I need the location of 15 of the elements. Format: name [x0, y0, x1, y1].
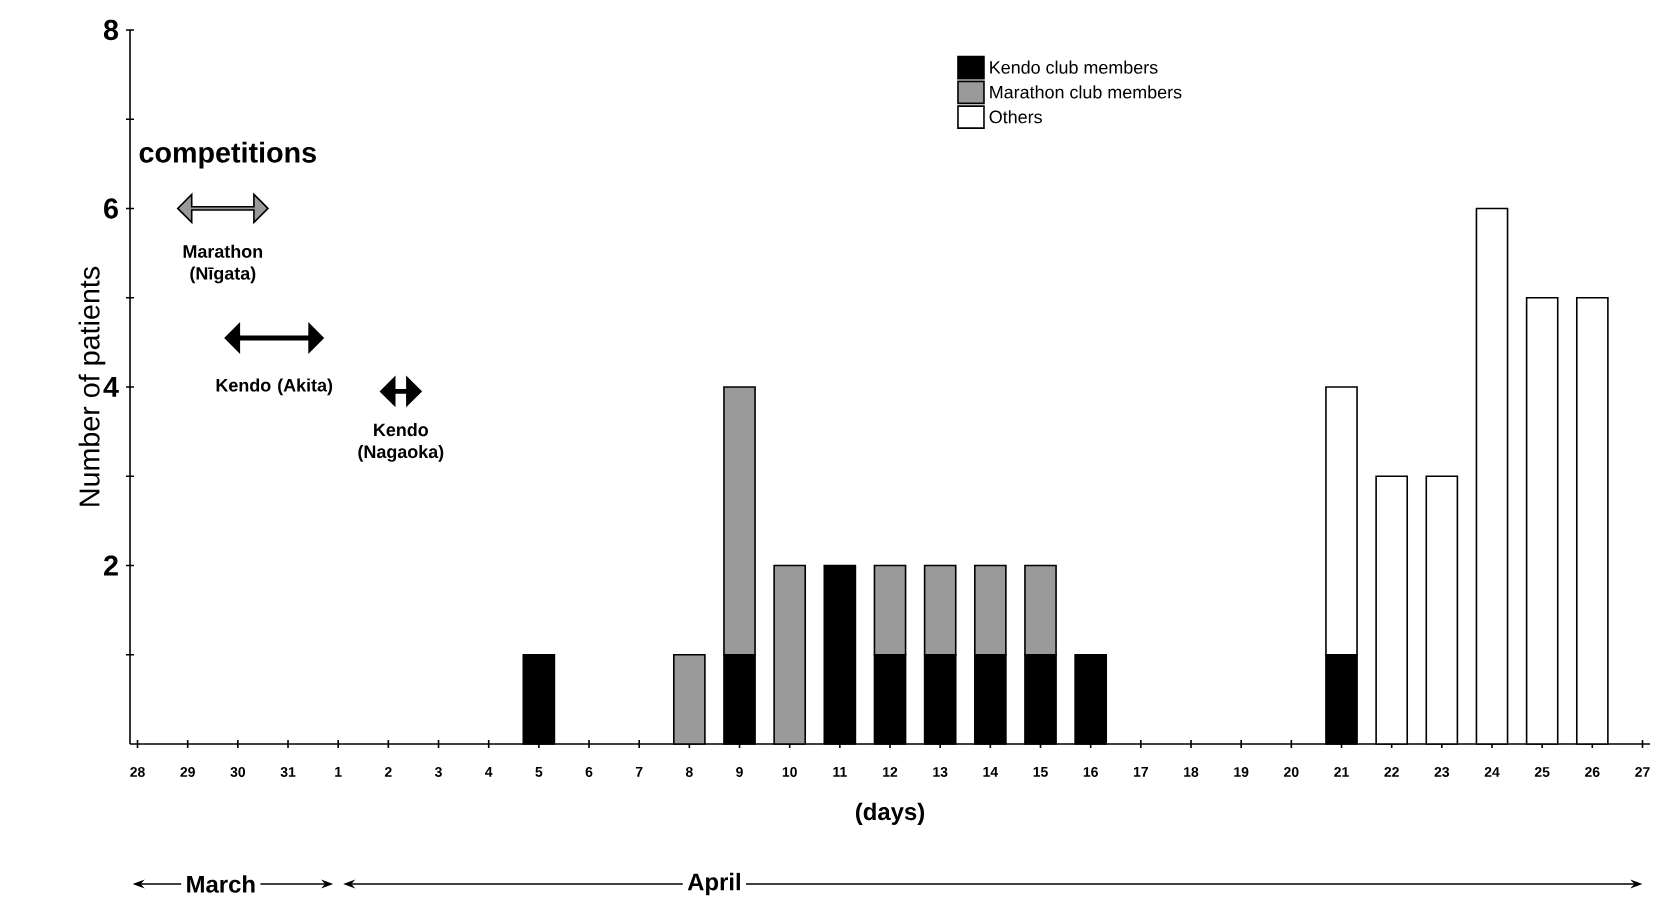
annotation: Marathon (Nīgata) — [183, 244, 263, 284]
y-tick-label: 2 — [104, 555, 118, 576]
annotation: competitions — [139, 141, 316, 169]
legend-label: Others — [989, 110, 1042, 124]
annotation: Kendo (Akita) — [216, 378, 333, 396]
text: April — [687, 872, 740, 896]
y-tick-label: 4 — [103, 377, 119, 397]
text: March — [187, 875, 255, 893]
legend-label: Kendo club members — [990, 60, 1158, 74]
x-axis-title: (days) — [855, 802, 925, 825]
y-tick-label: 8 — [103, 19, 119, 41]
annotation: Kendo (Nagaoka) — [358, 423, 444, 462]
y-tick-label: 6 — [104, 198, 118, 219]
y-axis-title: Number of patients — [78, 266, 106, 506]
legend-label: Marathon club members — [990, 85, 1182, 99]
